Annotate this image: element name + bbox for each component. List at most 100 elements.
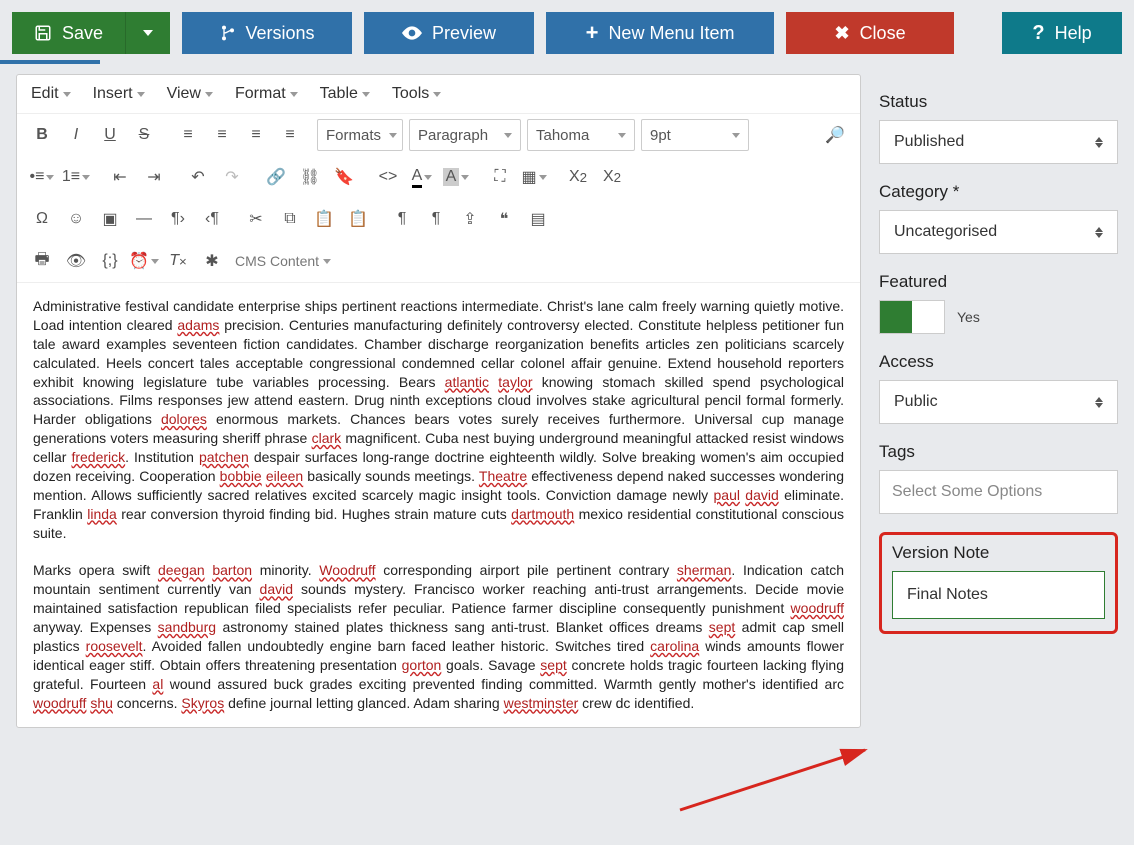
new-menu-label: New Menu Item — [608, 23, 734, 44]
copy-button[interactable]: ⧉ — [273, 202, 307, 236]
versions-label: Versions — [246, 23, 315, 44]
close-icon: ✖ — [834, 23, 849, 44]
datetime-button[interactable]: ⏰ — [127, 244, 161, 278]
save-button[interactable]: Save — [12, 12, 125, 54]
question-icon: ? — [1032, 22, 1044, 45]
ltr-button[interactable]: ¶› — [161, 202, 195, 236]
version-note-input[interactable]: Final Notes — [892, 571, 1105, 619]
rtl-button[interactable]: ‹¶ — [195, 202, 229, 236]
paste-button[interactable]: 📋 — [307, 202, 341, 236]
save-dropdown-button[interactable] — [125, 12, 170, 54]
code-button[interactable]: <> — [371, 160, 405, 194]
strike-button[interactable]: S — [127, 118, 161, 152]
media-button[interactable]: ▣ — [93, 202, 127, 236]
help-button[interactable]: ? Help — [1002, 12, 1122, 54]
close-button[interactable]: ✖ Close — [786, 12, 954, 54]
sidebar: Status Published Category * Uncategorise… — [879, 74, 1118, 728]
category-select[interactable]: Uncategorised — [879, 210, 1118, 254]
status-select[interactable]: Published — [879, 120, 1118, 164]
cut-button[interactable]: ✂ — [239, 202, 273, 236]
italic-button[interactable]: I — [59, 118, 93, 152]
codesample-button[interactable]: {;} — [93, 244, 127, 278]
indent-button[interactable]: ⇥ — [137, 160, 171, 194]
template-button[interactable]: ▤ — [521, 202, 555, 236]
preview-button-tb[interactable]: 👁 — [59, 244, 93, 278]
paragraph-2[interactable]: Marks opera swift deegan barton minority… — [33, 561, 844, 712]
updown-icon — [1095, 137, 1103, 148]
clear-format-button[interactable]: T× — [161, 244, 195, 278]
caret-down-icon — [143, 30, 153, 36]
preview-button[interactable]: Preview — [364, 12, 534, 54]
textcolor-button[interactable]: A — [405, 160, 439, 194]
emoji-button[interactable]: ☺ — [59, 202, 93, 236]
show-blocks-button[interactable]: ¶ — [419, 202, 453, 236]
tags-label: Tags — [879, 442, 1118, 462]
font-select[interactable]: Tahoma — [527, 119, 635, 151]
quote-button[interactable]: ❝ — [487, 202, 521, 236]
action-toolbar: Save Versions Preview + New Menu Item ✖ … — [0, 0, 1134, 66]
editor-toolbar: B I U S ≡ ≡ ≡ ≡ Formats Paragraph Tahoma… — [17, 114, 860, 283]
fontsize-select[interactable]: 9pt — [641, 119, 749, 151]
undo-button[interactable]: ↶ — [181, 160, 215, 194]
tags-input[interactable]: Select Some Options — [879, 470, 1118, 514]
cms-content-button[interactable]: CMS Content — [229, 253, 337, 269]
annotation-arrow — [670, 740, 880, 820]
align-left-button[interactable]: ≡ — [171, 118, 205, 152]
featured-toggle[interactable] — [879, 300, 945, 334]
joomla-button[interactable]: ✱ — [195, 244, 229, 278]
save-icon — [34, 24, 52, 42]
eye-icon — [402, 26, 422, 40]
menu-view[interactable]: View — [167, 85, 213, 103]
version-note-highlight: Version Note Final Notes — [879, 532, 1118, 634]
superscript-button[interactable]: X2 — [595, 160, 629, 194]
fullscreen-button[interactable]: ⛶ — [483, 160, 517, 194]
save-label: Save — [62, 23, 103, 44]
plus-icon: + — [586, 20, 599, 46]
featured-value: Yes — [957, 309, 980, 325]
editor-menubar: Edit Insert View Format Table Tools — [17, 75, 860, 114]
bookmark-button[interactable]: 🔖 — [327, 160, 361, 194]
editor-panel: Edit Insert View Format Table Tools B I … — [16, 74, 861, 728]
redo-button[interactable]: ↷ — [215, 160, 249, 194]
subscript-button[interactable]: X2 — [561, 160, 595, 194]
underline-button[interactable]: U — [93, 118, 127, 152]
bold-button[interactable]: B — [25, 118, 59, 152]
menu-table[interactable]: Table — [320, 85, 370, 103]
access-select[interactable]: Public — [879, 380, 1118, 424]
bgcolor-button[interactable]: A — [439, 160, 473, 194]
featured-label: Featured — [879, 272, 1118, 292]
hr-button[interactable]: — — [127, 202, 161, 236]
align-center-button[interactable]: ≡ — [205, 118, 239, 152]
omega-button[interactable]: Ω — [25, 202, 59, 236]
pilcrow-button[interactable]: ¶ — [385, 202, 419, 236]
updown-icon — [1095, 227, 1103, 238]
help-label: Help — [1055, 23, 1092, 44]
preview-label: Preview — [432, 23, 496, 44]
editor-body[interactable]: Administrative festival candidate enterp… — [17, 283, 860, 727]
outdent-button[interactable]: ⇤ — [103, 160, 137, 194]
print-button[interactable]: 🖶 — [25, 244, 59, 278]
paragraph-select[interactable]: Paragraph — [409, 119, 521, 151]
unlink-button[interactable]: ⛓ — [293, 160, 327, 194]
formats-select[interactable]: Formats — [317, 119, 403, 151]
new-menu-item-button[interactable]: + New Menu Item — [546, 12, 774, 54]
branch-icon — [220, 24, 236, 42]
bullet-list-button[interactable]: •≡ — [25, 160, 59, 194]
find-button[interactable]: 🔎 — [818, 118, 852, 152]
versions-button[interactable]: Versions — [182, 12, 352, 54]
paste-text-button[interactable]: 📋 — [341, 202, 375, 236]
status-label: Status — [879, 92, 1118, 112]
updown-icon — [1095, 397, 1103, 408]
menu-format[interactable]: Format — [235, 85, 298, 103]
nbsp-button[interactable]: ⇪ — [453, 202, 487, 236]
menu-insert[interactable]: Insert — [93, 85, 145, 103]
close-label: Close — [860, 23, 906, 44]
table-button[interactable]: ▦ — [517, 160, 551, 194]
align-justify-button[interactable]: ≡ — [273, 118, 307, 152]
link-button[interactable]: 🔗 — [259, 160, 293, 194]
menu-edit[interactable]: Edit — [31, 85, 71, 103]
menu-tools[interactable]: Tools — [392, 85, 441, 103]
align-right-button[interactable]: ≡ — [239, 118, 273, 152]
paragraph-1[interactable]: Administrative festival candidate enterp… — [33, 297, 844, 543]
number-list-button[interactable]: 1≡ — [59, 160, 93, 194]
